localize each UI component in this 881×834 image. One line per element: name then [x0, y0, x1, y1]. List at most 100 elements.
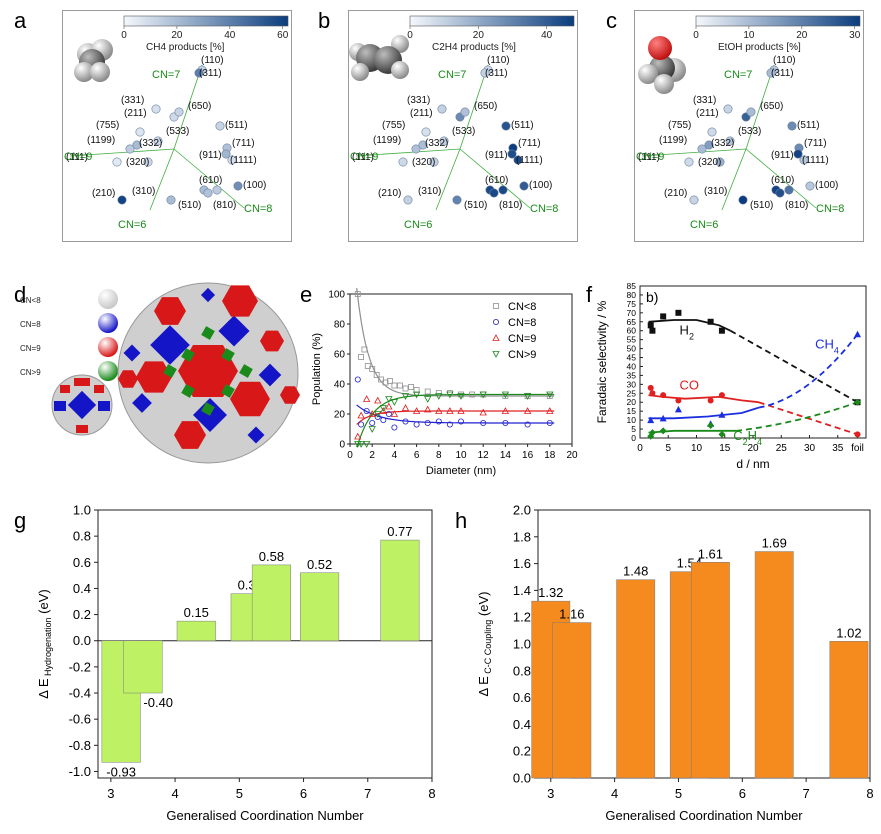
x-tick-label: 6: [414, 450, 420, 461]
data-point: [390, 399, 399, 406]
colorbar-tick-label: 0: [693, 30, 699, 41]
data-point: [469, 391, 476, 398]
facet-label: (510): [750, 200, 773, 211]
data-point: [369, 366, 376, 372]
legend-label: CN=8: [508, 317, 536, 329]
nanoparticle-legend-sphere: [98, 289, 118, 309]
data-point: [378, 376, 384, 383]
data-point: [391, 382, 398, 389]
facet-dot: [166, 195, 176, 205]
fit-curve: [356, 287, 555, 397]
facet-dot: [697, 144, 707, 154]
nanoparticle-legend-sphere: [98, 361, 118, 381]
y-tick-label: 15: [627, 406, 637, 416]
facet-label: (310): [132, 186, 155, 197]
y-tick-label: -0.6: [69, 712, 91, 727]
y-tick-label: 1.0: [73, 503, 91, 518]
fit-curve: [356, 410, 555, 425]
x-tick-label: 30: [804, 443, 816, 454]
bar-value-label: 0.77: [387, 524, 412, 539]
data-point: [364, 363, 371, 369]
cn-label-7: CN=7: [152, 69, 180, 81]
y-tick-label: 5: [631, 424, 636, 434]
nanoparticle-legend-label: CN=9: [20, 344, 41, 353]
bar: [176, 620, 216, 641]
bar-value-label: -0.40: [143, 695, 173, 710]
data-point: [492, 334, 500, 341]
y-tick-label: 80: [334, 320, 346, 331]
y-tick-label: 1.2: [513, 610, 531, 625]
data-point: [479, 408, 487, 416]
facet-label: (755): [382, 120, 405, 131]
facet-label: (511): [225, 120, 248, 131]
facet-dot: [452, 195, 462, 205]
data-point: [354, 291, 361, 297]
panel-label-d: d: [14, 282, 27, 307]
x-tick-label: 10: [691, 443, 703, 454]
facet-dot: [125, 144, 135, 154]
data-point: [357, 411, 365, 419]
facet-dot: [784, 185, 794, 195]
data-point: [362, 441, 371, 448]
facet-dot: [498, 185, 508, 195]
cn-axis-line: [435, 148, 461, 211]
trend-line: [648, 394, 759, 404]
facet-label: (332): [711, 138, 734, 149]
hydrogenation-bar-chart: -1.0 -0.8 -0.6 -0.4 -0.2 0.0 0.2 0.4 0.6 0.8 1.0 3 4…: [36, 503, 436, 824]
nanoparticle-legend-label: CN=8: [20, 320, 41, 329]
data-point: [523, 393, 532, 400]
data-point: [707, 397, 714, 404]
x-tick-label: 4: [392, 450, 398, 461]
y-tick-label: 40: [334, 380, 346, 391]
facet-label: (650): [474, 101, 497, 112]
facet-label: (311): [199, 68, 222, 79]
map-panel-b: 0 20 40 C2H4 products [%] CN=7 CN=9 CN=8 CN=6 (1…: [348, 10, 578, 242]
y-tick-label: -0.8: [69, 738, 91, 753]
cn-label-7: CN=7: [438, 69, 466, 81]
data-point: [358, 354, 364, 360]
cn-axis-line: [459, 148, 531, 209]
x-axis-title: Diameter (nm): [426, 465, 496, 477]
small-nanoparticle: [51, 374, 113, 436]
facet-dot: [194, 68, 204, 78]
facet-label: (210): [378, 188, 401, 199]
facet-label: (310): [418, 186, 441, 197]
x-tick-label: 5: [675, 786, 682, 801]
data-point: [546, 393, 553, 399]
data-point: [647, 416, 655, 424]
facet-dot: [411, 144, 421, 154]
data-point: [675, 397, 682, 404]
facet-label: (110): [773, 55, 796, 66]
x-tick-label: 15: [719, 443, 731, 454]
cn-label-6: CN=6: [690, 219, 718, 231]
facet-label: (211): [124, 108, 147, 119]
colorbar-tick-label: 60: [277, 30, 289, 41]
facet-label: (511): [797, 120, 820, 131]
facet-label: (711): [232, 138, 255, 149]
y-tick-label: 55: [627, 335, 637, 345]
cc-coupling-bar-chart: 0.0 0.2 0.4 0.6 0.8 1.0 1.2 1.4 1.6 1.8 2.0 3 4 5 6 7 8 1…: [476, 503, 874, 824]
data-point: [374, 411, 382, 418]
facet-dot: [715, 157, 725, 167]
facet-label: (650): [760, 101, 783, 112]
facet-dot: [437, 104, 447, 114]
x-tick-label: 14: [500, 450, 512, 461]
facet-dot: [723, 104, 733, 114]
y-axis-title: Population (%): [311, 333, 323, 405]
y-tick-label: 0.2: [73, 607, 91, 622]
x-tick-label: 0: [637, 443, 643, 454]
panel-tag: b): [646, 289, 658, 305]
c2h4-molecule-icon: [349, 35, 409, 81]
data-point: [402, 385, 409, 392]
panel-label-g: g: [14, 508, 27, 533]
facet-label: (100): [243, 180, 266, 191]
bar: [300, 572, 340, 641]
map-panel-c: 0 10 20 30 EtOH products [%] CN=7 CN=9 CN=8 CN=6…: [634, 10, 864, 242]
colorbar-tick-label: 20: [796, 30, 808, 41]
x-tick-label: 4: [611, 786, 618, 801]
data-point: [424, 396, 432, 403]
facet-label: (311): [485, 68, 508, 79]
data-point: [373, 372, 380, 378]
panel-label-e: e: [300, 282, 313, 307]
cn-label-8: CN=8: [530, 203, 558, 215]
